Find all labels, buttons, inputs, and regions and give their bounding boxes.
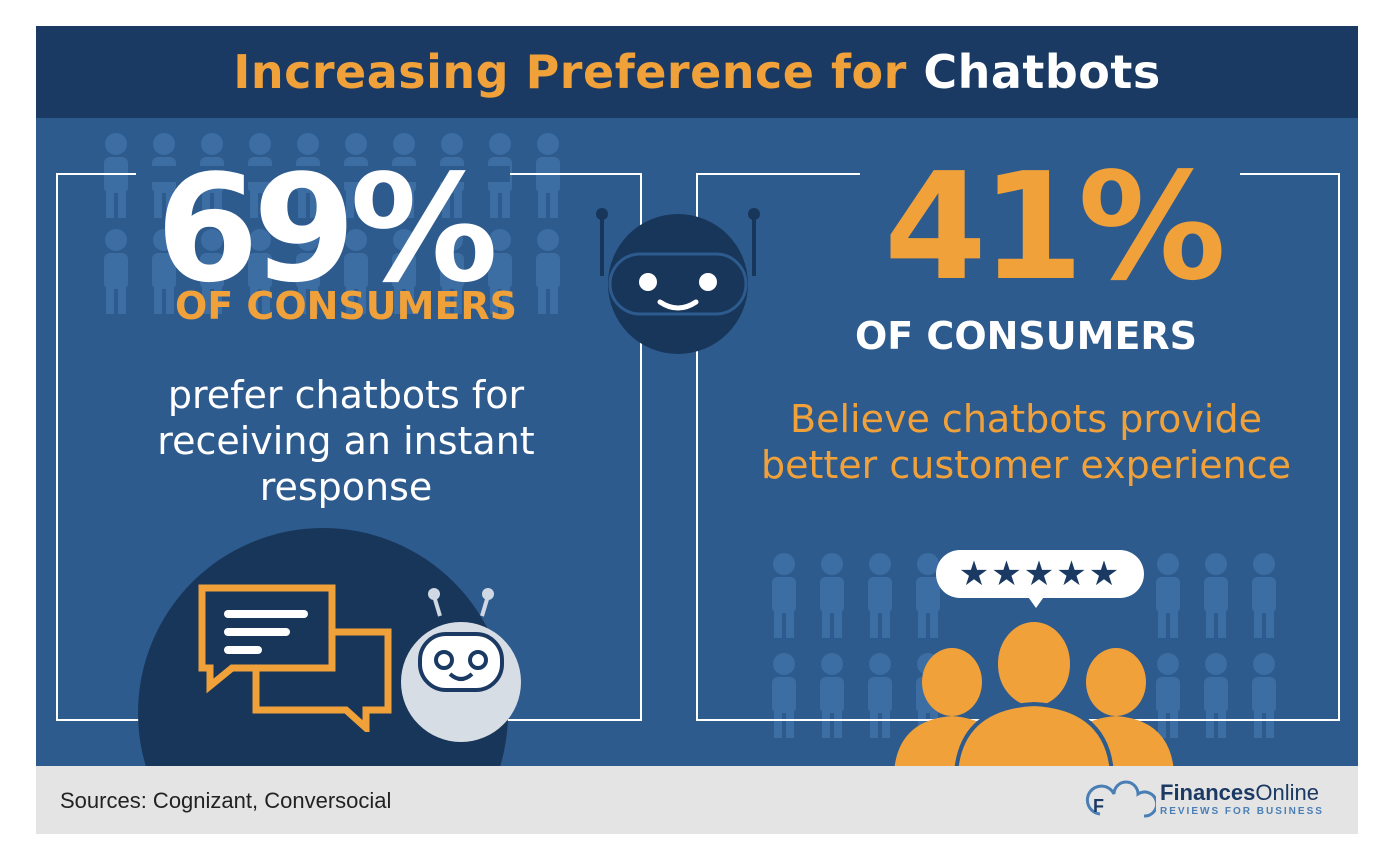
rating-stars: ★★★★★ [936, 550, 1144, 598]
svg-text:F: F [1093, 796, 1104, 816]
chat-bubbles-icon [198, 584, 392, 732]
right-description: Believe chatbots provide better customer… [760, 397, 1291, 487]
footer-bar: Sources: Cognizant, Conversocial F Finan… [36, 766, 1358, 834]
frame-gap [136, 166, 510, 182]
people-crowd-icon [772, 553, 1276, 738]
logo-regular: Online [1255, 780, 1319, 805]
logo-wordmark: FinancesOnline [1160, 780, 1319, 806]
logo-tagline: REVIEWS FOR BUSINESS [1160, 806, 1324, 817]
right-percent: 41% [883, 141, 1226, 313]
left-percent: 69% [155, 143, 498, 315]
right-consumers-label: OF CONSUMERS [854, 314, 1198, 358]
left-description: prefer chatbots for receiving an instant… [157, 373, 535, 509]
title-part-2: Chatbots [923, 45, 1161, 99]
people-crowd-icon [104, 133, 560, 314]
title-part-1: Increasing Preference for [233, 45, 907, 99]
robot-icon [401, 588, 521, 742]
robot-head-icon [596, 208, 760, 354]
header-banner: Increasing Preference for Chatbots [36, 26, 1358, 118]
finances-online-logo-icon: F [1085, 780, 1156, 818]
frame-gap [860, 166, 1240, 182]
left-consumers-label: OF CONSUMERS [174, 284, 518, 328]
infographic: Increasing Preference for Chatbots 69% O… [36, 26, 1358, 834]
logo-bold: Finances [1160, 780, 1256, 805]
finances-online-logo[interactable]: F FinancesOnline REVIEWS FOR BUSINESS [1084, 778, 1334, 824]
sources-text: Sources: Cognizant, Conversocial [60, 788, 392, 813]
rating-bubble-tail [1026, 594, 1046, 608]
users-group-icon [894, 618, 1174, 772]
